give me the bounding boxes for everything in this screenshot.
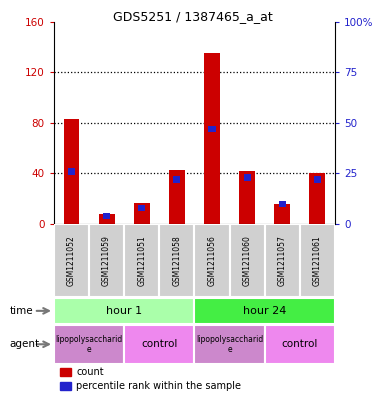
Text: hour 24: hour 24 — [243, 306, 286, 316]
Bar — [54, 224, 89, 297]
Text: GSM1211056: GSM1211056 — [208, 235, 216, 286]
Bar — [60, 382, 71, 390]
Bar — [89, 224, 124, 297]
Text: time: time — [10, 306, 33, 316]
Bar — [138, 205, 145, 211]
Text: percentile rank within the sample: percentile rank within the sample — [76, 381, 241, 391]
Bar — [279, 200, 286, 207]
Text: hour 1: hour 1 — [106, 306, 142, 316]
Text: GSM1211060: GSM1211060 — [243, 235, 252, 286]
Text: GSM1211058: GSM1211058 — [172, 235, 181, 286]
Text: GSM1211061: GSM1211061 — [313, 235, 322, 286]
Bar — [314, 176, 321, 183]
Text: GSM1211051: GSM1211051 — [137, 235, 146, 286]
Bar — [134, 202, 150, 224]
Bar — [169, 170, 185, 224]
Bar — [173, 176, 180, 183]
Text: count: count — [76, 367, 104, 377]
Text: lipopolysaccharid
e: lipopolysaccharid e — [55, 334, 123, 354]
Text: control: control — [282, 339, 318, 349]
Bar — [229, 224, 265, 297]
Bar — [194, 325, 265, 364]
Bar — [68, 168, 75, 174]
Bar — [159, 224, 194, 297]
Bar — [204, 53, 220, 224]
Text: GSM1211057: GSM1211057 — [278, 235, 287, 286]
Text: GSM1211059: GSM1211059 — [102, 235, 111, 286]
Bar — [103, 213, 110, 219]
Text: lipopolysaccharid
e: lipopolysaccharid e — [196, 334, 263, 354]
Text: GSM1211052: GSM1211052 — [67, 235, 76, 286]
Bar — [265, 325, 335, 364]
Bar — [124, 325, 194, 364]
Bar — [239, 171, 255, 224]
Bar — [275, 204, 290, 224]
Text: control: control — [141, 339, 177, 349]
Bar — [60, 368, 71, 376]
Bar — [54, 325, 124, 364]
Bar — [208, 126, 216, 132]
Bar — [194, 224, 229, 297]
Bar — [310, 173, 325, 224]
Bar — [99, 214, 114, 224]
Bar — [194, 298, 335, 324]
Bar — [300, 224, 335, 297]
Bar — [54, 298, 194, 324]
Bar — [264, 224, 300, 297]
Bar — [64, 119, 79, 224]
Bar — [244, 174, 251, 181]
Bar — [124, 224, 159, 297]
Text: agent: agent — [10, 339, 40, 349]
Text: GDS5251 / 1387465_a_at: GDS5251 / 1387465_a_at — [113, 10, 272, 23]
